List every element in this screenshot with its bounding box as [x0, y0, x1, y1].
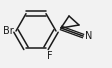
Text: Br: Br — [3, 26, 14, 36]
Text: N: N — [84, 31, 92, 41]
Text: F: F — [47, 51, 52, 61]
